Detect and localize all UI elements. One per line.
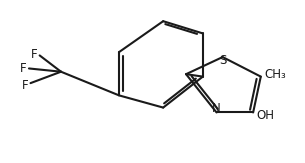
- Text: F: F: [22, 79, 29, 92]
- Text: N: N: [212, 102, 221, 115]
- Text: F: F: [30, 48, 37, 61]
- Text: S: S: [219, 54, 226, 67]
- Text: CH₃: CH₃: [265, 68, 286, 81]
- Text: OH: OH: [257, 109, 275, 122]
- Text: F: F: [20, 62, 27, 75]
